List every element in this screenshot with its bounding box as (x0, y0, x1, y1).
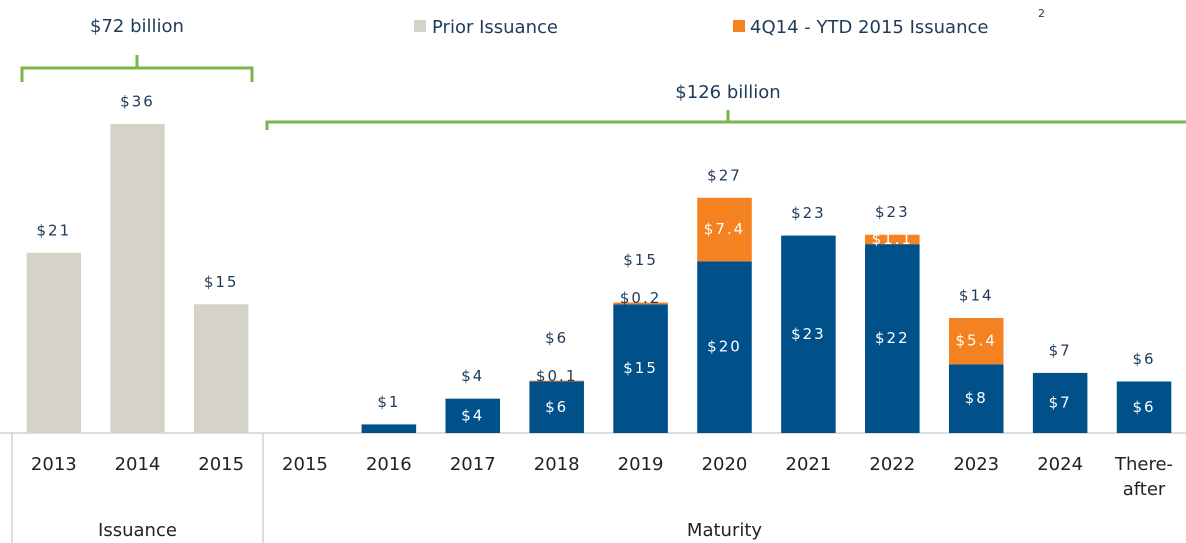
value-label: $23 (791, 325, 826, 343)
legend-swatch (414, 20, 426, 32)
bar (865, 244, 920, 433)
total-label: $15 (623, 251, 658, 269)
bar (193, 304, 249, 433)
total-label: $14 (959, 286, 994, 304)
bracket (265, 110, 1186, 130)
value-label: $4 (461, 406, 484, 424)
value-label: $21 (37, 221, 72, 239)
bar (1116, 381, 1172, 433)
total-label: $23 (791, 204, 826, 222)
total-label: $6 (1132, 350, 1155, 368)
bar (445, 398, 501, 433)
x-tick-label: 2023 (953, 454, 1000, 475)
x-tick-label: 2018 (533, 454, 580, 475)
x-tick-label: 2021 (785, 454, 832, 475)
total-label: $1 (377, 393, 400, 411)
value-label: $1.1 (872, 230, 913, 248)
value-label: $36 (120, 93, 155, 111)
value-label: $0.2 (620, 289, 661, 307)
value-label: $15 (204, 273, 239, 291)
value-label: $8 (965, 389, 988, 407)
group-label: Issuance (98, 520, 177, 541)
bar (613, 302, 668, 305)
bar (948, 364, 1004, 433)
x-tick-label: 2022 (869, 454, 916, 475)
value-label: $22 (875, 329, 910, 347)
total-label: $7 (1049, 341, 1072, 359)
x-tick-label: 2015 (198, 454, 245, 475)
bar (110, 124, 165, 433)
x-tick-label: 2017 (449, 454, 496, 475)
total-label: $23 (875, 203, 910, 221)
bar (697, 261, 752, 433)
total-label: $6 (545, 329, 568, 347)
bar (26, 252, 82, 433)
total-label: $27 (707, 166, 742, 184)
group-label: Maturity (686, 520, 763, 541)
bar (781, 235, 836, 433)
legend-footnote: 2 (1038, 7, 1045, 20)
x-tick-label: 2020 (701, 454, 748, 475)
legend-label: 4Q14 - YTD 2015 Issuance (750, 17, 988, 38)
legend-swatch (733, 20, 745, 32)
bar (529, 380, 584, 382)
bar (613, 304, 668, 433)
x-tick-label: 2016 (365, 454, 412, 475)
x-tick-label: 2024 (1037, 454, 1084, 475)
x-tick-label: 2014 (114, 454, 161, 475)
bar (529, 381, 584, 433)
x-tick-label: 2013 (30, 454, 77, 475)
value-label: $6 (545, 398, 568, 416)
bar (361, 424, 417, 433)
legend-label: Prior Issuance (432, 17, 558, 38)
bracket (20, 55, 254, 82)
bar (1032, 372, 1088, 433)
bar (697, 197, 752, 262)
value-label: $20 (707, 338, 742, 356)
bar (948, 317, 1004, 365)
x-tick-label: 2015 (282, 454, 328, 475)
value-label: $7 (1049, 393, 1072, 411)
bar (865, 234, 920, 245)
bracket-label: $126 billion (675, 82, 780, 103)
value-label: $7.4 (704, 220, 745, 238)
value-label: $0.1 (536, 367, 577, 385)
x-tick-label: There- after (1115, 454, 1174, 500)
value-label: $15 (623, 359, 658, 377)
value-label: $6 (1132, 398, 1155, 416)
total-label: $4 (461, 367, 484, 385)
value-label: $5.4 (956, 332, 997, 350)
bracket-label: $72 billion (90, 16, 184, 37)
x-tick-label: 2019 (617, 454, 664, 475)
